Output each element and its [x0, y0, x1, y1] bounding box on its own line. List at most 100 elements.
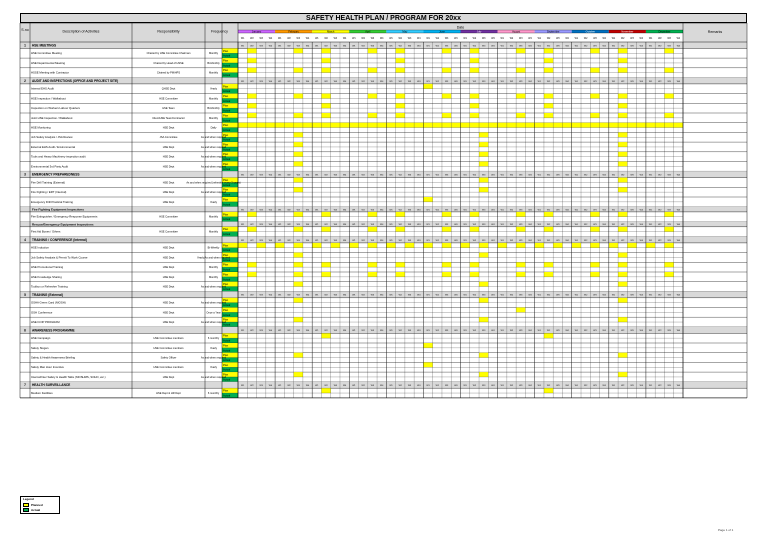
plan-label: Plan: [223, 353, 229, 357]
week-label: W2: [287, 175, 291, 177]
week-label: W4: [528, 45, 532, 47]
plan-label: Plan: [223, 178, 229, 182]
plan-label: Plan: [223, 133, 229, 137]
plan-label: Plan: [223, 298, 229, 302]
week-label: W4: [454, 175, 458, 177]
activity-description: Fire Fighting / ERT (Internal): [31, 190, 66, 194]
planned-week-cell: [395, 211, 405, 217]
week-label: W1: [278, 295, 282, 297]
section-number: 6: [24, 328, 26, 332]
planned-week-cell: [367, 113, 378, 118]
plan-label: Plan: [223, 389, 229, 393]
week-label: W3: [667, 45, 671, 47]
week-label: W1: [315, 330, 319, 332]
week-label: W3: [556, 240, 560, 242]
week-label: W2: [473, 240, 477, 242]
week-label: W1: [501, 224, 505, 226]
activity-responsibility: HSE Dept: [163, 145, 175, 149]
plan-label: Plan: [223, 143, 229, 147]
planned-week-cell: [479, 281, 489, 287]
week-label: W1: [575, 240, 579, 242]
planned-week-cell: [293, 317, 303, 323]
plan-label-cell: [222, 272, 238, 277]
week-label: W1: [612, 45, 616, 47]
week-label: W1: [649, 81, 653, 83]
week-label: W2: [547, 330, 551, 332]
week-label: W3: [482, 295, 486, 297]
week-label: W4: [306, 385, 310, 387]
week-label: W4: [269, 38, 273, 40]
planned-week-cell: [516, 67, 526, 73]
week-label: W2: [436, 224, 440, 226]
week-label: W3: [408, 330, 412, 332]
week-label: W3: [408, 209, 412, 211]
actual-label: Actual: [223, 138, 231, 142]
week-label: W1: [426, 175, 430, 177]
legend-actual-label: Actual: [31, 507, 41, 512]
week-label: W4: [269, 295, 273, 297]
week-label: W3: [519, 175, 523, 177]
week-label: W4: [306, 81, 310, 83]
week-label: W3: [297, 295, 301, 297]
week-label: W3: [667, 209, 671, 211]
planned-week-cell: [395, 113, 405, 118]
week-label: W4: [343, 45, 347, 47]
planned-week-cell: [293, 161, 303, 167]
month-label: December: [658, 30, 670, 34]
planned-week-cell: [247, 58, 257, 63]
month-label: August: [512, 30, 520, 34]
planned-week-cell: [618, 187, 628, 193]
week-label: W1: [278, 81, 282, 83]
week-label: W4: [417, 330, 421, 332]
planned-week-cell: [358, 122, 368, 128]
planned-week-cell: [247, 48, 257, 54]
month-label: September: [547, 30, 560, 34]
week-label: W1: [612, 175, 616, 177]
activity-description: HSE Campaign: [31, 336, 51, 340]
plan-label-cell: [222, 177, 238, 183]
planned-week-cell: [618, 272, 628, 277]
week-label: W1: [501, 240, 505, 242]
planned-week-cell: [645, 122, 656, 128]
planned-week-cell: [488, 122, 498, 128]
week-label: W1: [426, 295, 430, 297]
week-label: W1: [501, 330, 505, 332]
week-label: W3: [667, 385, 671, 387]
planned-week-cell: [302, 122, 313, 128]
activity-description: HSE Monitoring: [31, 126, 51, 130]
week-label: W1: [315, 385, 319, 387]
plan-label: Plan: [223, 49, 229, 53]
plan-label: Plan: [223, 263, 229, 267]
week-label: W1: [352, 385, 356, 387]
planned-week-cell: [293, 48, 303, 54]
subsection-title: Fire Fighting Equipment Inspections: [32, 207, 84, 211]
activity-frequency: As and when required: [201, 320, 227, 324]
week-label: W4: [343, 240, 347, 242]
week-label: W2: [287, 224, 291, 226]
week-label: W4: [603, 330, 607, 332]
week-label: W3: [334, 38, 338, 40]
planned-week-cell: [664, 226, 674, 232]
week-label: W2: [362, 295, 366, 297]
week-label: W3: [445, 240, 449, 242]
plan-label: Plan: [223, 113, 229, 117]
week-label: W3: [482, 330, 486, 332]
week-label: W2: [324, 295, 328, 297]
planned-week-cell: [618, 281, 628, 287]
planned-week-cell: [469, 113, 480, 118]
planned-week-cell: [590, 113, 600, 118]
planned-week-cell: [330, 122, 340, 128]
week-label: W3: [334, 175, 338, 177]
week-label: W2: [510, 175, 514, 177]
actual-label-cell: [222, 192, 238, 197]
week-label: W1: [575, 81, 579, 83]
week-label: W1: [538, 81, 542, 83]
activity-responsibility: Chaired by PM/HPS: [157, 71, 180, 75]
actual-label-cell: [222, 247, 238, 253]
week-label: W3: [297, 38, 301, 40]
activity-description: HSE Inspection / Walkabout: [31, 96, 66, 100]
plan-label: Plan: [223, 162, 229, 166]
planned-week-cell: [293, 352, 303, 358]
activity-responsibility: HSE Committee members: [153, 336, 184, 340]
planned-week-cell: [293, 142, 303, 147]
